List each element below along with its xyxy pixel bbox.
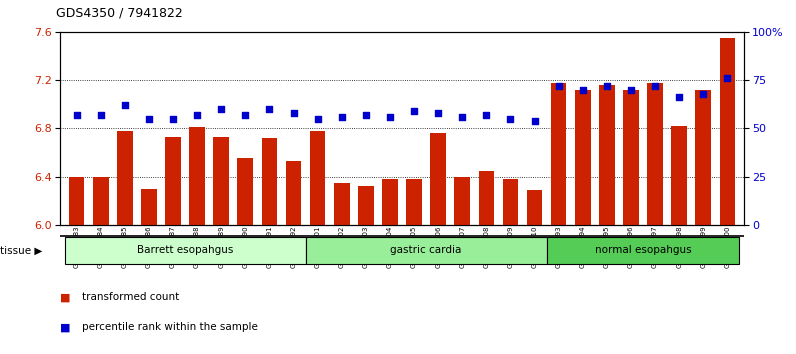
- Point: [263, 106, 275, 112]
- Point: [456, 114, 469, 120]
- Bar: [310, 131, 326, 225]
- FancyBboxPatch shape: [64, 237, 306, 264]
- Point: [673, 95, 685, 100]
- Text: GSM852002: GSM852002: [339, 225, 345, 268]
- Text: GDS4350 / 7941822: GDS4350 / 7941822: [56, 6, 182, 19]
- Bar: [213, 137, 229, 225]
- Bar: [431, 133, 446, 225]
- Point: [600, 83, 613, 89]
- Text: GSM851996: GSM851996: [628, 225, 634, 268]
- Text: ■: ■: [60, 292, 70, 302]
- Point: [576, 87, 589, 93]
- Text: GSM852009: GSM852009: [507, 225, 513, 268]
- Text: GSM852008: GSM852008: [483, 225, 490, 268]
- Bar: [671, 126, 687, 225]
- Text: GSM851990: GSM851990: [242, 225, 248, 268]
- Bar: [334, 183, 349, 225]
- Text: gastric cardia: gastric cardia: [390, 245, 462, 255]
- Bar: [262, 138, 277, 225]
- Point: [552, 83, 565, 89]
- Point: [408, 108, 420, 114]
- Text: GSM851985: GSM851985: [122, 225, 128, 268]
- FancyBboxPatch shape: [547, 237, 739, 264]
- Point: [142, 116, 155, 121]
- Point: [70, 112, 83, 118]
- Text: GSM851984: GSM851984: [98, 225, 103, 268]
- Bar: [358, 186, 373, 225]
- Text: percentile rank within the sample: percentile rank within the sample: [82, 322, 258, 332]
- Bar: [478, 171, 494, 225]
- Bar: [117, 131, 133, 225]
- Text: GSM852004: GSM852004: [387, 225, 393, 268]
- Text: GSM851998: GSM851998: [676, 225, 682, 268]
- Bar: [455, 177, 470, 225]
- Bar: [696, 90, 711, 225]
- Bar: [406, 179, 422, 225]
- Bar: [623, 90, 639, 225]
- Text: GSM851992: GSM851992: [291, 225, 297, 268]
- Text: GSM851995: GSM851995: [604, 225, 610, 268]
- Point: [311, 116, 324, 121]
- Bar: [527, 190, 542, 225]
- Point: [239, 112, 252, 118]
- Point: [721, 75, 734, 81]
- Text: GSM851987: GSM851987: [170, 225, 176, 268]
- Bar: [382, 179, 398, 225]
- FancyBboxPatch shape: [306, 237, 547, 264]
- Text: GSM851989: GSM851989: [218, 225, 224, 268]
- Text: GSM851991: GSM851991: [267, 225, 272, 268]
- Text: GSM851994: GSM851994: [579, 225, 586, 268]
- Text: GSM852010: GSM852010: [532, 225, 537, 268]
- Text: GSM851983: GSM851983: [73, 225, 80, 268]
- Text: GSM851997: GSM851997: [652, 225, 658, 268]
- Text: GSM852005: GSM852005: [411, 225, 417, 268]
- Text: transformed count: transformed count: [82, 292, 179, 302]
- Text: GSM852000: GSM852000: [724, 225, 731, 268]
- Bar: [93, 177, 108, 225]
- Text: GSM851993: GSM851993: [556, 225, 562, 268]
- Bar: [502, 179, 518, 225]
- Bar: [237, 159, 253, 225]
- Text: GSM851986: GSM851986: [146, 225, 152, 268]
- Text: GSM851988: GSM851988: [194, 225, 200, 268]
- Point: [335, 114, 348, 120]
- Point: [431, 110, 444, 116]
- Text: Barrett esopahgus: Barrett esopahgus: [137, 245, 233, 255]
- Bar: [141, 189, 157, 225]
- Point: [697, 91, 710, 96]
- Point: [94, 112, 107, 118]
- Text: GSM852006: GSM852006: [435, 225, 441, 268]
- Text: normal esopahgus: normal esopahgus: [595, 245, 692, 255]
- Bar: [720, 38, 736, 225]
- Point: [529, 118, 541, 124]
- Bar: [647, 82, 663, 225]
- Point: [119, 102, 131, 108]
- Text: GSM852001: GSM852001: [314, 225, 321, 268]
- Text: tissue ▶: tissue ▶: [0, 245, 42, 256]
- Bar: [551, 82, 567, 225]
- Text: GSM852003: GSM852003: [363, 225, 369, 268]
- Bar: [68, 177, 84, 225]
- Point: [625, 87, 638, 93]
- Text: ■: ■: [60, 322, 70, 332]
- Point: [287, 110, 300, 116]
- Point: [649, 83, 661, 89]
- Point: [215, 106, 228, 112]
- Point: [480, 112, 493, 118]
- Point: [360, 112, 373, 118]
- Point: [384, 114, 396, 120]
- Bar: [165, 137, 181, 225]
- Text: GSM852007: GSM852007: [459, 225, 465, 268]
- Bar: [189, 127, 205, 225]
- Point: [504, 116, 517, 121]
- Point: [191, 112, 204, 118]
- Bar: [599, 85, 615, 225]
- Bar: [575, 90, 591, 225]
- Text: GSM851999: GSM851999: [700, 225, 706, 268]
- Bar: [286, 161, 302, 225]
- Point: [166, 116, 179, 121]
